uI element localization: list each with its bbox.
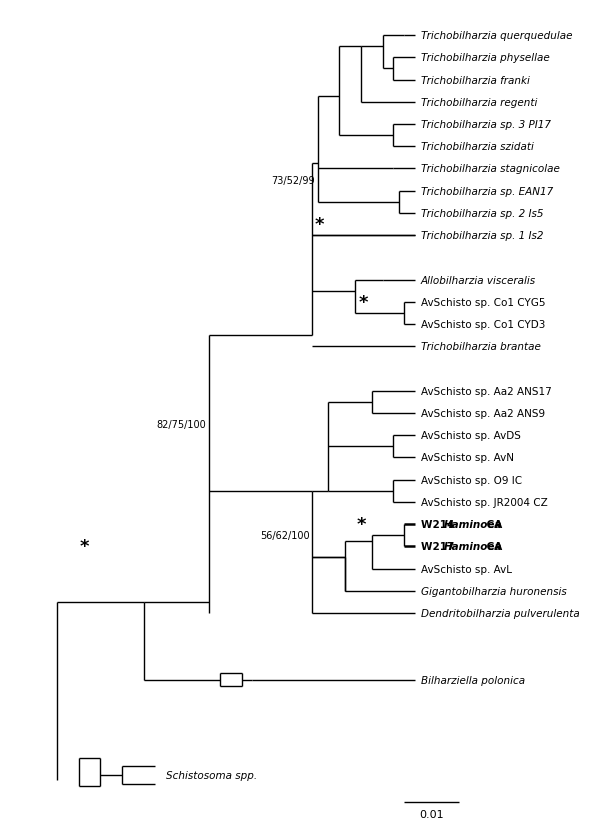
Text: Trichobilharzia szidati: Trichobilharzia szidati [421,142,533,152]
Text: Gigantobilharzia huronensis: Gigantobilharzia huronensis [421,586,566,596]
Text: CA: CA [483,542,502,552]
Text: Trichobilharzia physellae: Trichobilharzia physellae [421,53,550,64]
Text: Haminoea: Haminoea [443,542,502,552]
Text: 0.01: 0.01 [419,809,444,819]
Text: Trichobilharzia sp. 2 Is5: Trichobilharzia sp. 2 Is5 [421,208,543,218]
Text: Schistosoma spp.: Schistosoma spp. [166,771,257,781]
Text: Allobilharzia visceralis: Allobilharzia visceralis [421,275,536,285]
Text: AvSchisto sp. O9 IC: AvSchisto sp. O9 IC [421,475,522,485]
Text: *: * [357,515,367,533]
Text: *: * [79,538,89,556]
Text: Trichobilharzia regenti: Trichobilharzia regenti [421,98,537,108]
Text: AvSchisto sp. Co1 CYG5: AvSchisto sp. Co1 CYG5 [421,298,545,308]
Text: Dendritobilharzia pulverulenta: Dendritobilharzia pulverulenta [421,609,580,619]
Text: CA: CA [483,519,502,529]
Text: AvSchisto sp. Aa2 ANS17: AvSchisto sp. Aa2 ANS17 [421,386,551,396]
Text: Trichobilharzia brantae: Trichobilharzia brantae [421,342,541,352]
Text: AvSchisto sp. AvL: AvSchisto sp. AvL [421,564,512,574]
Text: AvSchisto sp. AvDS: AvSchisto sp. AvDS [421,431,520,441]
Text: Trichobilharzia stagnicolae: Trichobilharzia stagnicolae [421,165,559,174]
Text: *: * [358,294,368,312]
Text: AvSchisto sp. Aa2 ANS9: AvSchisto sp. Aa2 ANS9 [421,409,545,418]
Text: Trichobilharzia sp. 1 Is2: Trichobilharzia sp. 1 Is2 [421,231,543,241]
Text: W217: W217 [421,542,458,552]
Text: 56/62/100: 56/62/100 [260,531,310,541]
Text: AvSchisto sp. Co1 CYD3: AvSchisto sp. Co1 CYD3 [421,320,545,330]
Text: 82/75/100: 82/75/100 [157,419,206,429]
Text: AvSchisto sp. AvN: AvSchisto sp. AvN [421,453,514,463]
Text: *: * [315,216,324,234]
Text: Trichobilharzia querquedulae: Trichobilharzia querquedulae [421,31,572,41]
Text: 73/52/99: 73/52/99 [271,175,315,185]
Text: Trichobilharzia franki: Trichobilharzia franki [421,75,529,85]
Text: AvSchisto sp. JR2004 CZ: AvSchisto sp. JR2004 CZ [421,497,547,507]
Text: W214: W214 [421,519,458,529]
Text: Trichobilharzia sp. 3 PI17: Trichobilharzia sp. 3 PI17 [421,120,551,130]
Text: Bilharziella polonica: Bilharziella polonica [421,675,525,685]
Text: Haminoea: Haminoea [443,519,502,529]
Text: Trichobilharzia sp. EAN17: Trichobilharzia sp. EAN17 [421,187,553,197]
